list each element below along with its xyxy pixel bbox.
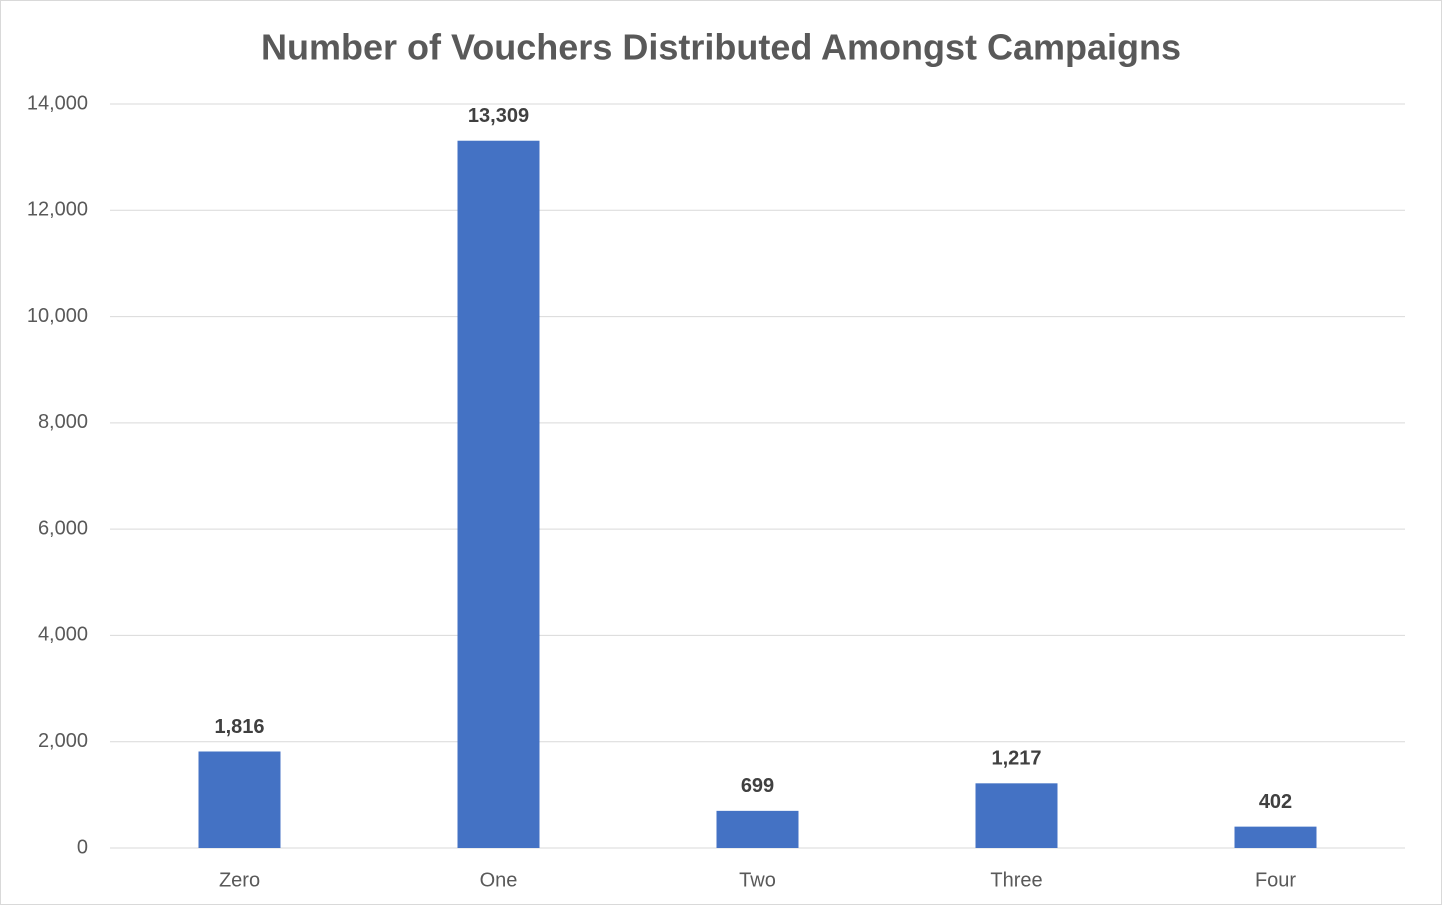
x-tick-label: Zero [219,869,260,891]
data-label: 13,309 [468,105,529,127]
bar [457,140,540,849]
bar [1234,826,1317,848]
bar [198,751,281,848]
bar [716,810,799,848]
bar [975,783,1058,848]
data-label: 402 [1259,791,1292,813]
y-tick-label: 14,000 [27,92,88,114]
x-tick-label: Four [1255,869,1296,891]
y-tick-label: 4,000 [38,624,88,646]
x-tick-label: One [480,869,518,891]
y-tick-label: 0 [77,836,88,858]
y-tick-label: 6,000 [38,517,88,539]
y-tick-label: 8,000 [38,411,88,433]
x-tick-label: Three [990,869,1042,891]
y-tick-label: 12,000 [27,199,88,221]
chart-title: Number of Vouchers Distributed Amongst C… [261,27,1181,68]
data-label: 1,217 [991,748,1041,770]
y-tick-label: 2,000 [38,730,88,752]
x-tick-label: Two [739,869,776,891]
data-label: 699 [741,775,774,797]
data-label: 1,816 [214,716,264,738]
y-tick-label: 10,000 [27,305,88,327]
